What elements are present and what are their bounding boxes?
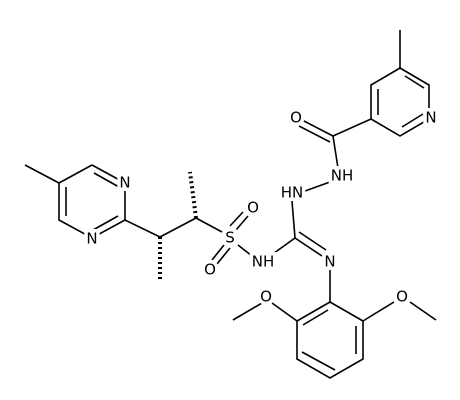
atom-label: N <box>86 230 97 248</box>
atom-labels: O N NH HN S O O NH N N N O O <box>83 105 440 309</box>
atom-label: NH <box>331 167 354 185</box>
bonds <box>24 30 437 379</box>
atom-label: N <box>425 109 436 127</box>
atom-label: S <box>225 229 235 247</box>
atom-label: O <box>396 288 408 306</box>
atom-label: O <box>204 261 216 279</box>
atom-label: NH <box>252 253 275 271</box>
atom-label: N <box>324 253 335 271</box>
atom-label: HN <box>281 184 304 202</box>
atom-label: O <box>247 199 259 217</box>
atom-label: O <box>290 109 302 127</box>
atom-label: N <box>119 174 130 192</box>
atom-label: O <box>260 288 272 306</box>
